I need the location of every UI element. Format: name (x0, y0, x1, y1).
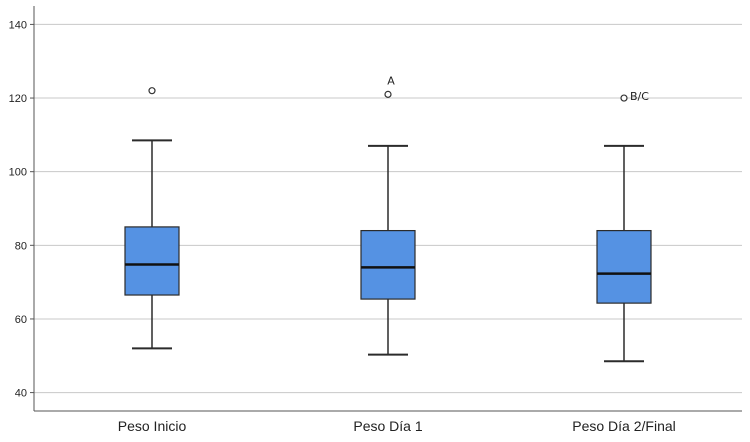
box-iqr (360, 229, 416, 300)
x-category-label: Peso Inicio (118, 418, 187, 434)
x-category-label: Peso Día 2/Final (572, 418, 676, 434)
outlier-point (384, 90, 392, 98)
y-tick-label: 60 (15, 314, 27, 326)
y-tick-label: 40 (15, 388, 27, 400)
y-tick-label: 140 (9, 19, 27, 31)
y-tick-label: 80 (15, 240, 27, 252)
outlier-point (620, 94, 628, 102)
y-tick-label: 100 (9, 167, 27, 179)
outlier-point (148, 87, 156, 95)
outlier-annotation: A (387, 74, 395, 87)
box-iqr (124, 226, 180, 296)
box-iqr (596, 229, 652, 304)
y-tick-label: 120 (9, 93, 27, 105)
x-category-label: Peso Día 1 (353, 418, 422, 434)
outlier-annotation: B/C (630, 90, 649, 103)
